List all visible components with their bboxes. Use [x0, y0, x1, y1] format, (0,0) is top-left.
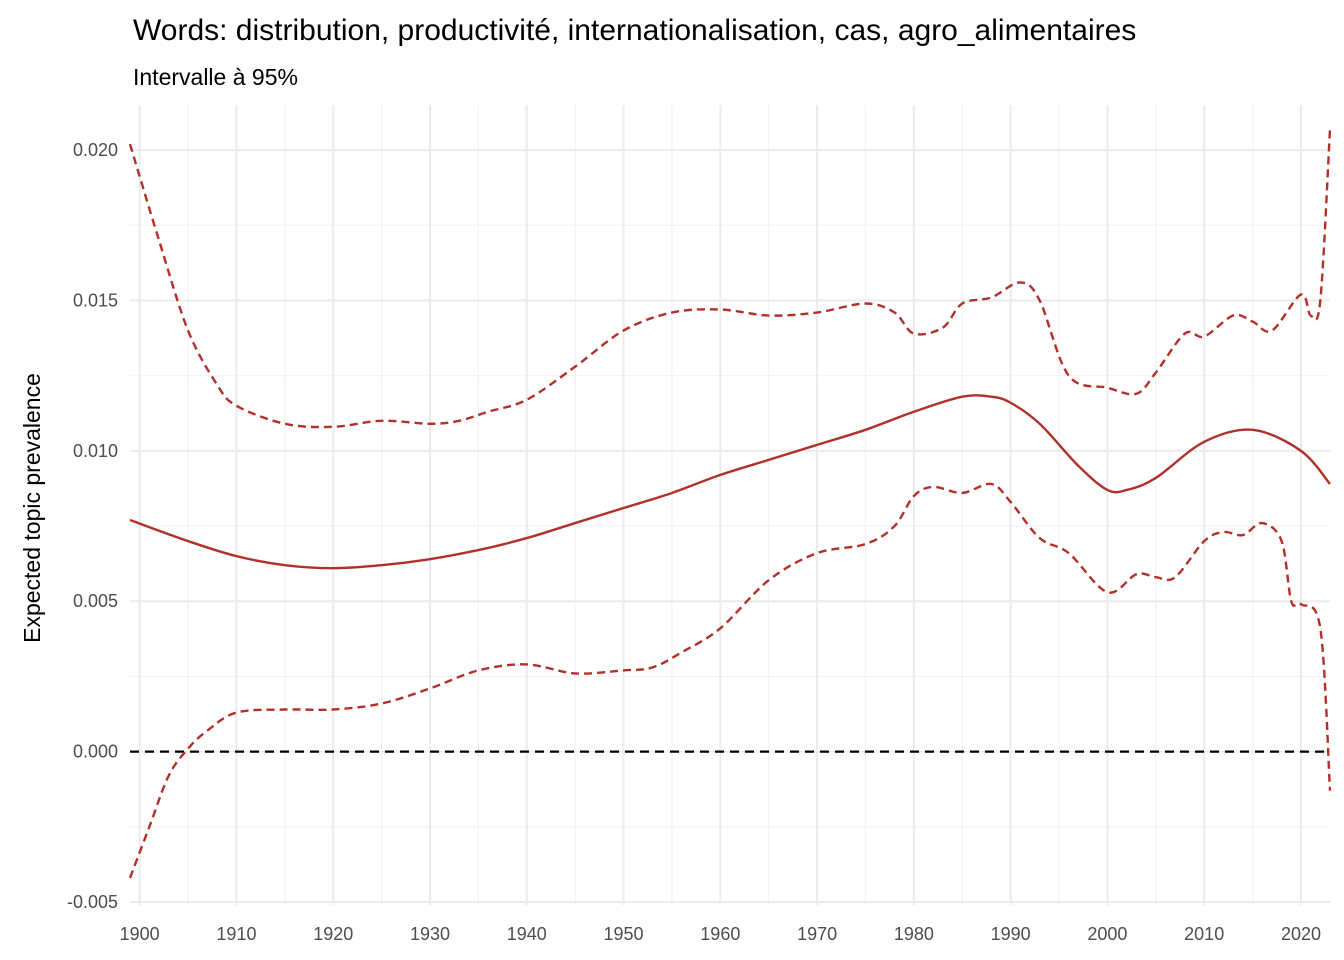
x-tick-label: 1920	[313, 924, 353, 944]
lower-ci-line	[128, 482, 1332, 879]
x-tick-label: 2000	[1087, 924, 1127, 944]
x-tick-label: 2010	[1184, 924, 1224, 944]
x-tick-label: 1980	[894, 924, 934, 944]
x-tick-label: 1990	[991, 924, 1031, 944]
y-tick-label: -0.005	[67, 892, 118, 912]
y-tick-label: 0.010	[73, 441, 118, 461]
x-tick-label: 1900	[120, 924, 160, 944]
chart-subtitle: Intervalle à 95%	[133, 64, 298, 90]
x-tick-label: 1960	[700, 924, 740, 944]
x-tick-label: 1930	[410, 924, 450, 944]
x-tick-labels: 1900 1910 1920 1930 1940 1950 1960 1970 1980 1990…	[120, 924, 1321, 944]
y-tick-label: 0.005	[73, 591, 118, 611]
y-tick-label: 0.020	[73, 140, 118, 160]
series-layer	[128, 128, 1332, 879]
estimate-line	[129, 394, 1331, 570]
y-tick-label: 0.015	[73, 290, 118, 310]
x-tick-label: 1910	[216, 924, 256, 944]
x-tick-label: 1950	[604, 924, 644, 944]
x-tick-label: 1970	[797, 924, 837, 944]
y-tick-label: 0.000	[73, 742, 118, 762]
x-tick-label: 2020	[1281, 924, 1321, 944]
x-tick-label: 1940	[507, 924, 547, 944]
major-gridlines	[130, 105, 1330, 905]
minor-gridlines	[130, 105, 1330, 905]
chart-title: Words: distribution, productivité, inter…	[133, 14, 1136, 47]
y-tick-labels: -0.005 0.000 0.005 0.010 0.015 0.020	[67, 140, 118, 912]
y-axis-label: Expected topic prevalence	[19, 373, 45, 643]
upper-ci-line	[128, 128, 1332, 429]
